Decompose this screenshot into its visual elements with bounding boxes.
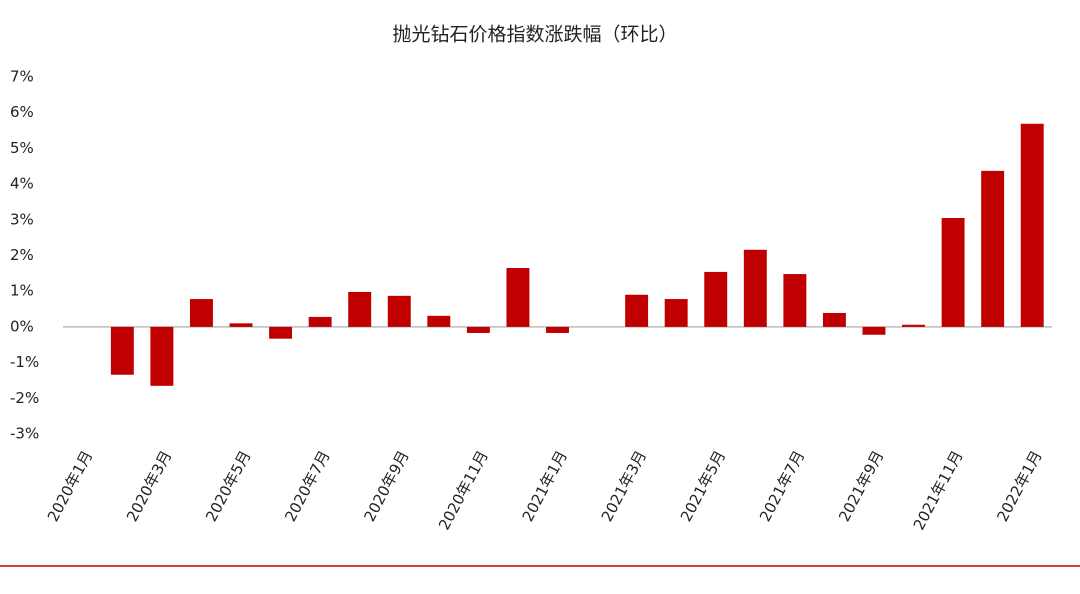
bar <box>506 267 530 327</box>
bar <box>1020 123 1044 327</box>
x-tick-label: 2020年9月 <box>360 448 412 525</box>
x-tick-label: 2022年1月 <box>993 448 1045 525</box>
x-tick-label: 2021年7月 <box>756 448 808 525</box>
y-tick-label: -3% <box>10 425 39 443</box>
y-tick-label: 3% <box>10 210 34 228</box>
y-tick-label: 2% <box>10 246 34 264</box>
y-tick-label: -1% <box>10 353 39 371</box>
x-tick-label: 2021年11月 <box>910 448 967 534</box>
bar <box>625 294 649 327</box>
x-tick-label: 2021年5月 <box>677 448 729 525</box>
bar <box>981 170 1005 327</box>
chart-title: 抛光钻石价格指数涨跌幅（环比） <box>392 24 677 46</box>
x-tick-label: 2021年3月 <box>598 448 650 525</box>
x-tick-label: 2020年1月 <box>44 448 96 525</box>
bar <box>862 326 886 335</box>
bar <box>664 299 688 327</box>
x-tick-label: 2020年3月 <box>123 448 175 525</box>
bar <box>269 326 293 339</box>
y-tick-label: 4% <box>10 175 34 193</box>
x-tick-label: 2021年1月 <box>519 448 571 525</box>
bar <box>704 271 728 327</box>
bar <box>348 291 372 327</box>
bar <box>466 326 490 333</box>
y-tick-label: 7% <box>10 68 34 86</box>
x-tick-label: 2020年5月 <box>202 448 254 525</box>
x-tick-label: 2020年11月 <box>435 448 492 534</box>
bar <box>189 299 213 327</box>
y-tick-label: 5% <box>10 139 34 157</box>
bar <box>743 249 767 327</box>
y-tick-label: -2% <box>10 389 39 407</box>
bar <box>546 326 569 333</box>
bar <box>902 324 926 327</box>
y-tick-label: 6% <box>10 103 34 121</box>
bar <box>427 315 451 327</box>
bar <box>822 312 846 327</box>
y-tick-label: 1% <box>10 282 34 300</box>
bar <box>387 295 411 327</box>
y-tick-label: 0% <box>10 317 34 335</box>
bar <box>229 323 253 327</box>
bar <box>110 326 134 375</box>
bar <box>941 218 965 327</box>
bar <box>308 316 332 327</box>
x-tick-label: 2021年9月 <box>835 448 887 525</box>
x-tick-label: 2020年7月 <box>281 448 333 525</box>
bar <box>150 326 174 386</box>
bar <box>783 274 807 327</box>
